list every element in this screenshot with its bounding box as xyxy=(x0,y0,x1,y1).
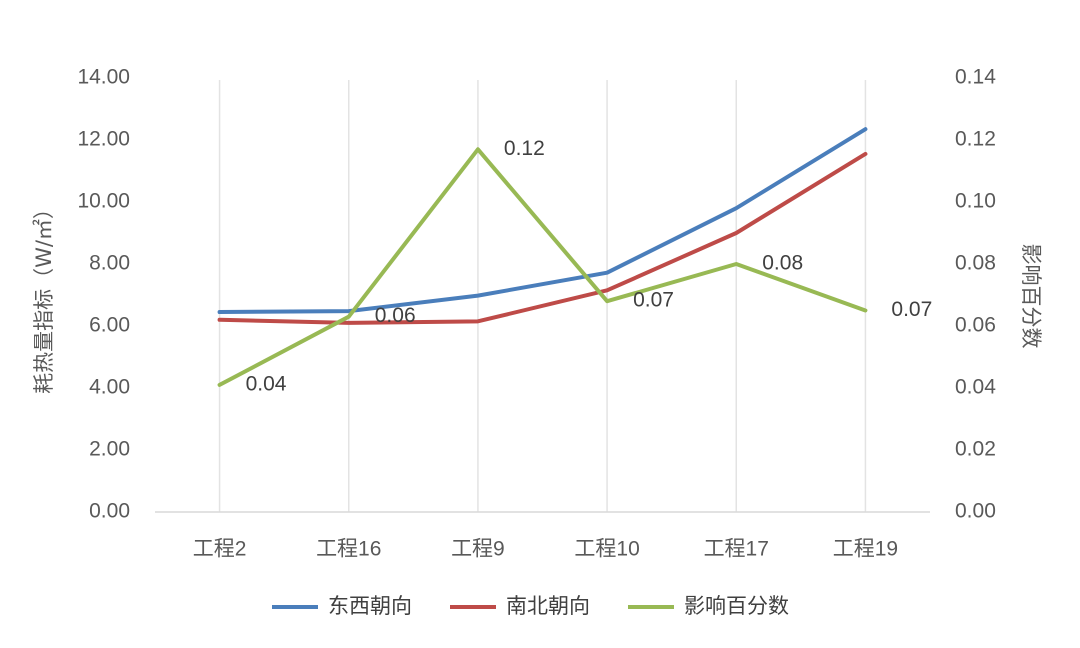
legend-label: 影响百分数 xyxy=(684,594,789,618)
x-tick-label: 工程17 xyxy=(704,538,769,561)
y-tick-label: 4.00 xyxy=(89,376,130,399)
series-line-3 xyxy=(217,147,868,387)
y-tick-label: 6.00 xyxy=(89,314,130,337)
y2-tick-label: 0.14 xyxy=(955,66,996,89)
y-axis-title: 耗热量指标（W/㎡） xyxy=(32,198,56,394)
y2-axis-title: 影响百分数 xyxy=(1019,244,1043,349)
x-tick-label: 工程9 xyxy=(451,538,505,561)
data-label: 0.07 xyxy=(891,298,932,321)
y-tick-label: 12.00 xyxy=(77,128,130,151)
legend-label: 南北朝向 xyxy=(506,594,590,618)
right-axis-ticks: 0.00 0.02 0.04 0.06 0.08 0.10 0.12 0.14 xyxy=(955,66,996,523)
y2-tick-label: 0.00 xyxy=(955,500,996,523)
y2-tick-label: 0.06 xyxy=(955,314,996,337)
y2-tick-label: 0.08 xyxy=(955,252,996,275)
y-tick-label: 10.00 xyxy=(77,190,130,213)
data-labels: 0.04 0.06 0.12 0.07 0.08 0.07 xyxy=(246,137,933,396)
x-axis-ticks: 工程2 工程16 工程9 工程10 工程17 工程19 xyxy=(193,538,898,561)
y2-tick-label: 0.02 xyxy=(955,438,996,461)
legend: 东西朝向 南北朝向 影响百分数 xyxy=(272,594,789,618)
data-label: 0.12 xyxy=(504,137,545,160)
x-tick-label: 工程10 xyxy=(574,538,639,561)
y-tick-label: 0.00 xyxy=(89,500,130,523)
series-line-1 xyxy=(217,127,868,315)
data-label: 0.07 xyxy=(633,289,674,312)
x-tick-label: 工程16 xyxy=(316,538,381,561)
legend-label: 东西朝向 xyxy=(328,594,412,618)
y-tick-label: 14.00 xyxy=(77,66,130,89)
series-lines xyxy=(217,127,868,387)
y-tick-label: 2.00 xyxy=(89,438,130,461)
y2-tick-label: 0.04 xyxy=(955,376,996,399)
x-tick-label: 工程2 xyxy=(193,538,247,561)
left-axis-ticks: 0.00 2.00 4.00 6.00 8.00 10.00 12.00 14.00 xyxy=(77,66,130,523)
data-label: 0.06 xyxy=(375,304,416,327)
x-tick-label: 工程19 xyxy=(833,538,898,561)
data-label: 0.04 xyxy=(246,372,287,395)
y2-tick-label: 0.12 xyxy=(955,128,996,151)
series-line-2 xyxy=(217,151,868,325)
y-tick-label: 8.00 xyxy=(89,252,130,275)
y2-tick-label: 0.10 xyxy=(955,190,996,213)
data-label: 0.08 xyxy=(762,252,803,275)
